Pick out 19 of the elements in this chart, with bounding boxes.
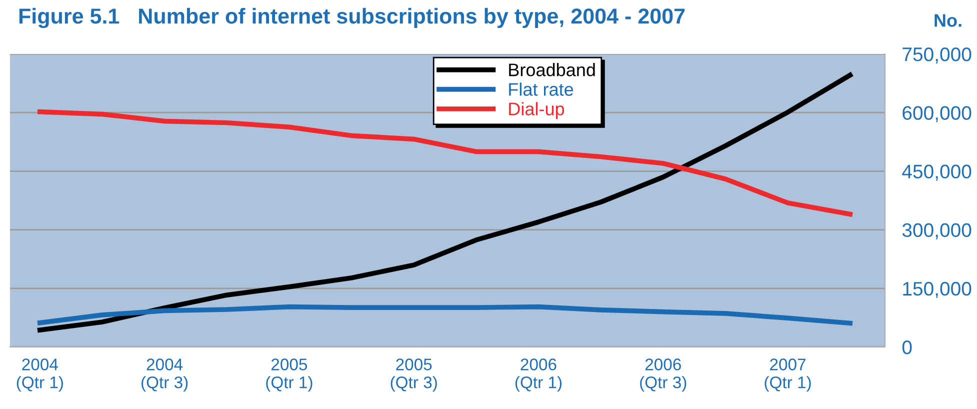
- x-tick-label: 2007 (Qtr 1): [764, 358, 811, 392]
- legend-label: Broadband: [509, 63, 595, 76]
- y-tick-label: 300,000: [902, 223, 972, 240]
- y-axis-title: No.: [934, 14, 962, 27]
- y-tick-label: 600,000: [902, 106, 972, 122]
- chart-title: Figure 5.1 Number of internet subscriptions by type, 2004 - 2007: [19, 8, 685, 28]
- legend-label: Flat rate: [509, 82, 574, 96]
- y-tick-label: 150,000: [903, 282, 972, 298]
- y-tick-label: 750,000: [902, 47, 972, 64]
- y-tick-label: 0: [902, 340, 912, 354]
- x-tick-label: 2004 (Qtr 1): [16, 358, 63, 392]
- x-tick-label: 2005 (Qtr 1): [266, 358, 312, 392]
- y-tick-label: 450,000: [902, 164, 972, 181]
- x-tick-label: 2006 (Qtr 3): [640, 358, 686, 392]
- legend-label: Dial-up: [509, 102, 564, 119]
- x-tick-label: 2004 (Qtr 3): [142, 358, 188, 392]
- x-tick-label: 2006 (Qtr 1): [515, 358, 562, 392]
- x-tick-label: 2005 (Qtr 3): [390, 358, 437, 392]
- line-series: [37, 304, 853, 326]
